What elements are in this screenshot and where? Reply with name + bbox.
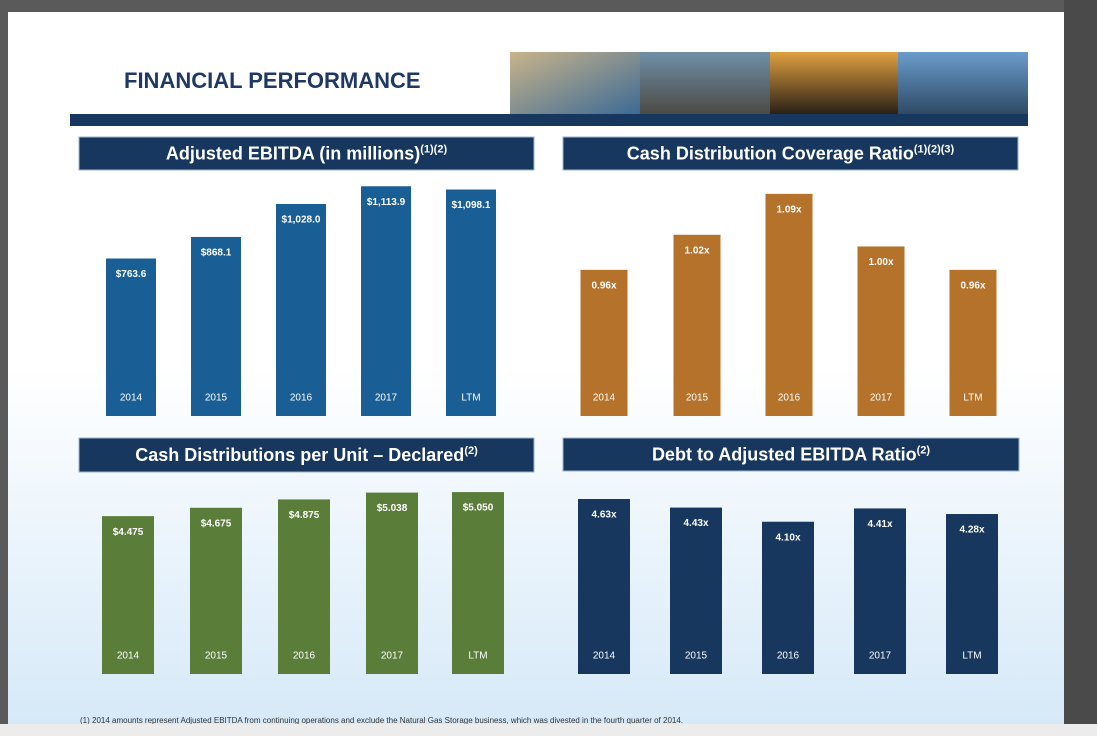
chart-title-box (562, 136, 1019, 171)
value-label: $4.675 (201, 518, 232, 529)
category-label: 2017 (375, 393, 398, 404)
chart-title: Adjusted EBITDA (in millions)(1)(2) (166, 143, 448, 163)
bar (190, 507, 242, 674)
bar (854, 508, 906, 674)
category-label: 2014 (593, 393, 616, 404)
category-label: 2014 (120, 393, 143, 404)
value-label: $4.475 (113, 527, 144, 538)
category-label: LTM (461, 393, 480, 404)
chart-title-box (562, 437, 1020, 472)
category-label: 2015 (205, 651, 228, 662)
photo (510, 52, 640, 114)
value-label: $763.6 (116, 269, 147, 280)
chart-title-text: Adjusted EBITDA (in millions) (166, 143, 420, 163)
chart: Cash Distributions per Unit – Declared(2… (78, 437, 535, 674)
category-label: 2017 (870, 393, 893, 404)
footnote-ref: (2) (917, 444, 931, 456)
category-label: 2016 (293, 651, 316, 662)
slide-title: FINANCIAL PERFORMANCE (124, 68, 421, 93)
bar (578, 499, 630, 674)
value-label: 4.28x (959, 525, 984, 536)
value-label: 0.96x (591, 280, 616, 291)
footnote-ref: (1)(2)(3) (914, 143, 955, 155)
value-label: $5.050 (463, 503, 494, 514)
value-label: 1.00x (868, 257, 893, 268)
category-label: 2016 (777, 651, 800, 662)
value-label: 4.10x (775, 532, 800, 543)
scrollbar-area (1064, 0, 1097, 736)
category-label: 2015 (685, 651, 708, 662)
category-label: 2017 (869, 651, 892, 662)
bar (278, 499, 330, 674)
category-label: LTM (963, 393, 982, 404)
value-label: $1,028.0 (282, 215, 321, 226)
category-label: 2015 (686, 393, 709, 404)
bar (361, 186, 411, 416)
chart: Debt to Adjusted EBITDA Ratio(2) 4.63x 201… (562, 437, 1020, 674)
category-label: LTM (962, 651, 981, 662)
bar (102, 516, 154, 674)
footnote: (1) 2014 amounts represent Adjusted EBIT… (80, 716, 683, 725)
bar (673, 234, 721, 416)
bar (765, 193, 813, 416)
bar (446, 189, 496, 416)
value-label: 4.41x (867, 519, 892, 530)
value-label: $5.038 (377, 503, 408, 514)
chart: Cash Distribution Coverage Ratio(1)(2)(3… (562, 136, 1019, 416)
chart-title: Debt to Adjusted EBITDA Ratio(2) (652, 444, 930, 464)
chart-title-text: Cash Distribution Coverage Ratio (627, 143, 914, 163)
value-label: 1.02x (684, 245, 709, 256)
category-label: 2014 (593, 651, 616, 662)
chart-title-text: Cash Distributions per Unit – Declared (135, 445, 464, 465)
value-label: 1.09x (776, 204, 801, 215)
value-label: 4.43x (683, 518, 708, 529)
bar (946, 514, 998, 674)
bar (106, 258, 156, 416)
footnote-ref: (1)(2) (420, 143, 447, 155)
chart-title-text: Debt to Adjusted EBITDA Ratio (652, 444, 917, 464)
bar (670, 507, 722, 674)
chart-title: Cash Distribution Coverage Ratio(1)(2)(3… (627, 143, 955, 163)
value-label: $4.875 (289, 510, 320, 521)
header-images (510, 52, 1028, 114)
category-label: LTM (468, 651, 487, 662)
category-label: 2016 (778, 393, 801, 404)
category-label: 2017 (381, 651, 404, 662)
bar (949, 269, 997, 416)
chart: Adjusted EBITDA (in millions)(1)(2) $763.… (78, 136, 535, 416)
taskbar-left (0, 724, 1097, 736)
value-label: 4.63x (591, 510, 616, 521)
value-label: 0.96x (960, 280, 985, 291)
bar (762, 521, 814, 674)
category-label: 2014 (117, 651, 140, 662)
value-label: $868.1 (201, 248, 232, 259)
value-label: $1,113.9 (367, 197, 406, 208)
photo (898, 52, 1028, 114)
bar (857, 246, 905, 416)
footnote-ref: (2) (464, 445, 478, 457)
header-rule (70, 114, 1028, 126)
category-label: 2015 (205, 393, 228, 404)
chart-title: Cash Distributions per Unit – Declared(2… (135, 445, 478, 465)
bar (580, 269, 628, 416)
category-label: 2016 (290, 393, 313, 404)
chart-title-box (78, 437, 535, 473)
chart-title-box (78, 136, 535, 171)
bar (452, 492, 504, 674)
bar (276, 203, 326, 416)
value-label: $1,098.1 (452, 200, 491, 211)
bar (191, 236, 241, 416)
photo (770, 52, 898, 114)
bar (366, 492, 418, 674)
photo (640, 52, 770, 114)
